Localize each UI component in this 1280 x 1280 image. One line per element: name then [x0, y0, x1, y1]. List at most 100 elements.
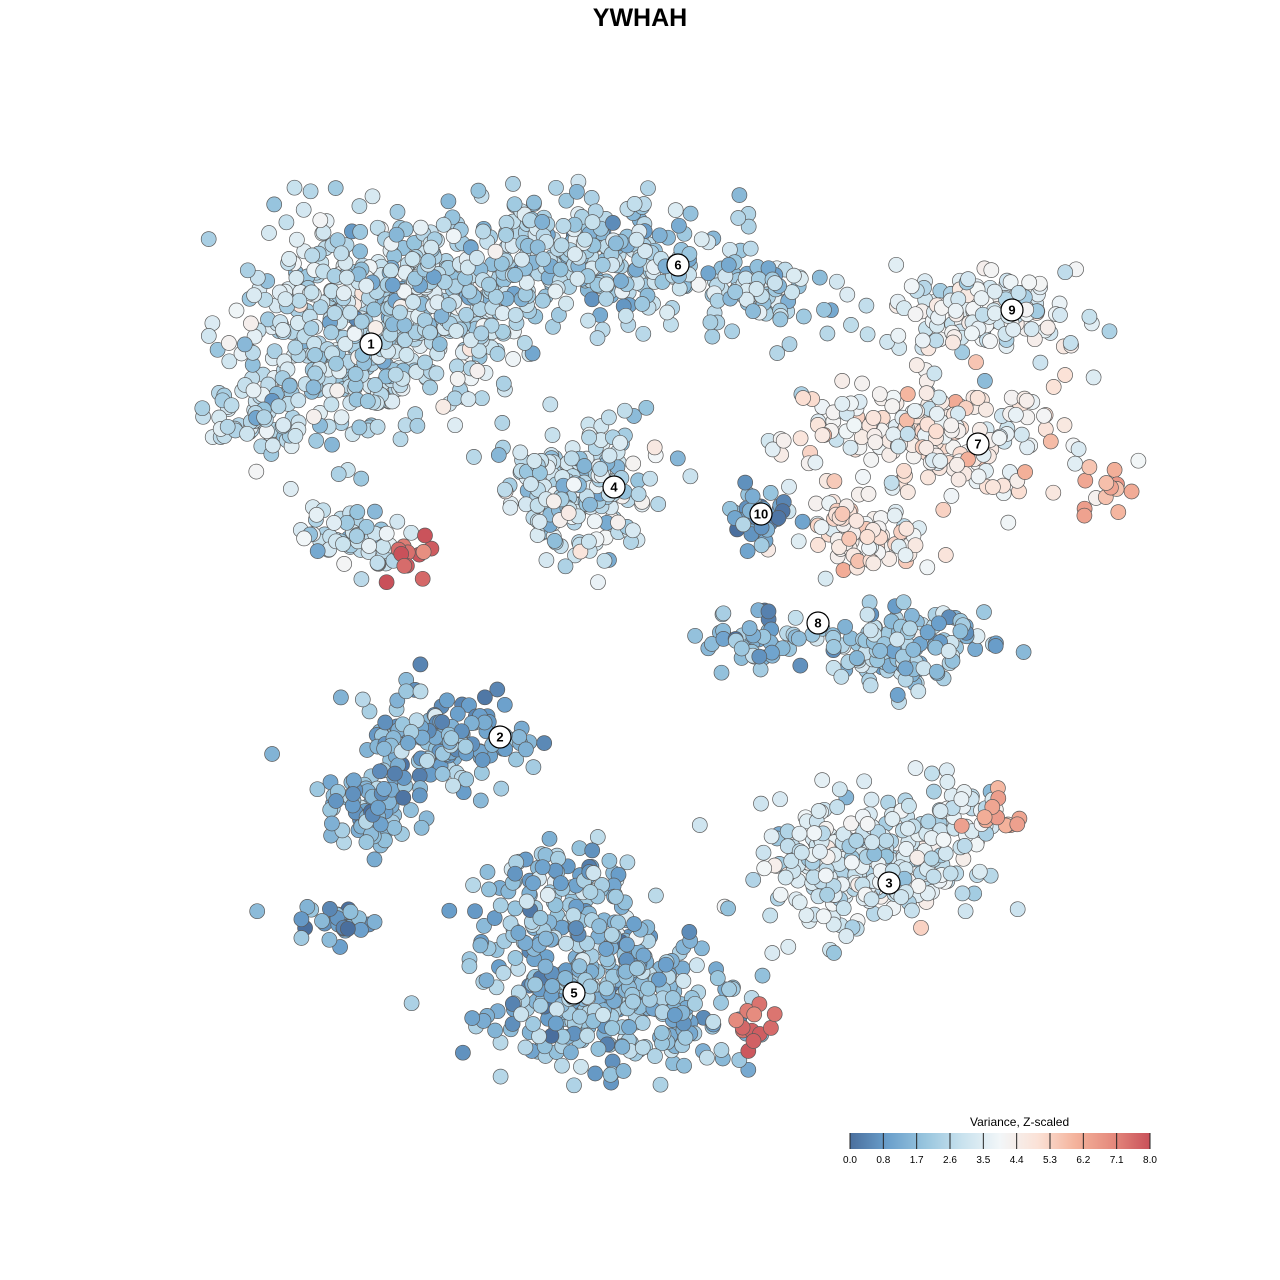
cell-point-2392 — [506, 196, 523, 213]
cell-point-2929 — [859, 606, 876, 623]
cell-point-1339 — [926, 783, 942, 800]
cell-point-1967 — [548, 1015, 564, 1032]
cell-point-1592 — [526, 453, 543, 469]
cell-point-46 — [494, 415, 511, 431]
hotspot-point-3-10 — [976, 809, 993, 826]
cell-point-1278 — [843, 854, 860, 871]
cell-point-1696 — [403, 995, 420, 1012]
cell-point-636 — [335, 536, 351, 552]
cell-point-2443 — [534, 292, 551, 309]
hotspot-point-2-10 — [1081, 459, 1098, 475]
cell-point-3160 — [794, 513, 811, 530]
cell-point-951 — [366, 851, 383, 868]
cell-point-811 — [536, 735, 553, 751]
cell-point-2670 — [764, 441, 781, 458]
cell-point-2677 — [970, 468, 987, 485]
cell-point-1679 — [720, 900, 736, 917]
cell-point-2314 — [583, 190, 600, 206]
cell-point-2789 — [790, 533, 807, 550]
cell-point-2742 — [814, 427, 831, 444]
legend-color-bar — [850, 1133, 1150, 1149]
cell-point-2706 — [907, 402, 923, 419]
cell-point-3139 — [945, 334, 961, 351]
cell-point-2398 — [358, 277, 375, 294]
cell-point-969 — [345, 772, 362, 789]
cell-point-729 — [392, 304, 408, 321]
cell-point-2439 — [594, 257, 611, 273]
cell-point-1949 — [604, 1020, 620, 1037]
cell-point-1593 — [546, 533, 563, 549]
cell-point-1897 — [705, 1014, 722, 1030]
cell-point-1322 — [815, 908, 832, 925]
cell-point-1576 — [630, 486, 647, 503]
cell-point-2522 — [727, 284, 744, 300]
cell-point-2115 — [591, 918, 608, 935]
cell-point-2301 — [584, 291, 600, 308]
cluster-label-text: 9 — [1008, 303, 1015, 318]
hotspot-point-4-8 — [841, 530, 858, 547]
cell-point-1000 — [293, 930, 310, 946]
cell-point-2250 — [461, 283, 478, 300]
cell-point-392 — [287, 339, 304, 356]
cell-point-2440 — [626, 196, 643, 212]
cell-point-491 — [323, 396, 340, 413]
cell-point-2304 — [640, 180, 656, 197]
cell-point-1325 — [756, 860, 773, 877]
cell-point-2728 — [918, 385, 935, 401]
cell-point-2051 — [648, 887, 664, 904]
cell-point-3090 — [954, 344, 971, 361]
cell-point-608 — [309, 543, 326, 559]
cell-point-1235 — [843, 815, 859, 832]
cell-point-2938 — [902, 620, 918, 637]
cell-point-1956 — [653, 1025, 670, 1041]
cell-point-825 — [449, 705, 466, 722]
cell-point-2705 — [1042, 433, 1059, 450]
cell-point-948 — [411, 787, 428, 804]
cell-point-2520 — [786, 267, 802, 284]
cell-point-2724 — [1008, 406, 1024, 423]
cell-point-511 — [346, 325, 363, 342]
cell-point-2646 — [978, 401, 994, 418]
cell-point-1069 — [762, 907, 779, 924]
cell-point-618 — [296, 530, 312, 547]
cell-point-3125 — [908, 357, 925, 373]
cell-point-1287 — [957, 903, 974, 920]
cell-point-2102 — [601, 852, 618, 869]
cell-point-2852 — [910, 683, 927, 700]
cell-point-1926 — [675, 973, 692, 989]
cell-point-2027 — [507, 950, 524, 966]
cell-point-666 — [404, 251, 421, 267]
cell-point-1587 — [596, 552, 613, 569]
cell-point-935 — [403, 802, 419, 818]
cluster-label-text: 5 — [570, 986, 577, 1001]
cell-point-3154 — [1010, 285, 1027, 301]
cell-point-2365 — [435, 216, 452, 233]
cell-point-1319 — [812, 843, 828, 860]
legend-tick-label: 0.0 — [843, 1155, 857, 1166]
cell-point-1617 — [455, 1044, 471, 1061]
cluster-label-text: 10 — [754, 507, 768, 522]
cell-point-2197 — [671, 217, 687, 234]
cell-point-3132 — [1002, 274, 1019, 290]
cell-point-3110 — [983, 262, 1000, 278]
cell-point-2736 — [775, 432, 792, 449]
cell-point-3196 — [770, 510, 787, 526]
cell-point-171 — [324, 436, 340, 453]
cell-point-240 — [330, 466, 347, 482]
cell-point-2586 — [935, 501, 952, 518]
cell-point-2698 — [950, 405, 966, 422]
cell-point-2114 — [552, 875, 569, 892]
cell-point-2436 — [514, 251, 530, 268]
cell-point-393 — [239, 262, 256, 279]
cell-point-441 — [387, 366, 404, 383]
cell-point-1269 — [806, 825, 823, 841]
cluster-label-text: 7 — [974, 437, 981, 452]
cell-point-1481 — [601, 409, 617, 426]
cluster-label-7: 7 — [966, 432, 990, 456]
cell-point-1577 — [610, 514, 626, 531]
cell-point-1398 — [466, 449, 482, 465]
cell-point-76 — [221, 335, 237, 351]
cell-point-2660 — [1000, 514, 1017, 531]
cell-point-439 — [307, 365, 324, 382]
cell-point-1462 — [590, 574, 606, 591]
